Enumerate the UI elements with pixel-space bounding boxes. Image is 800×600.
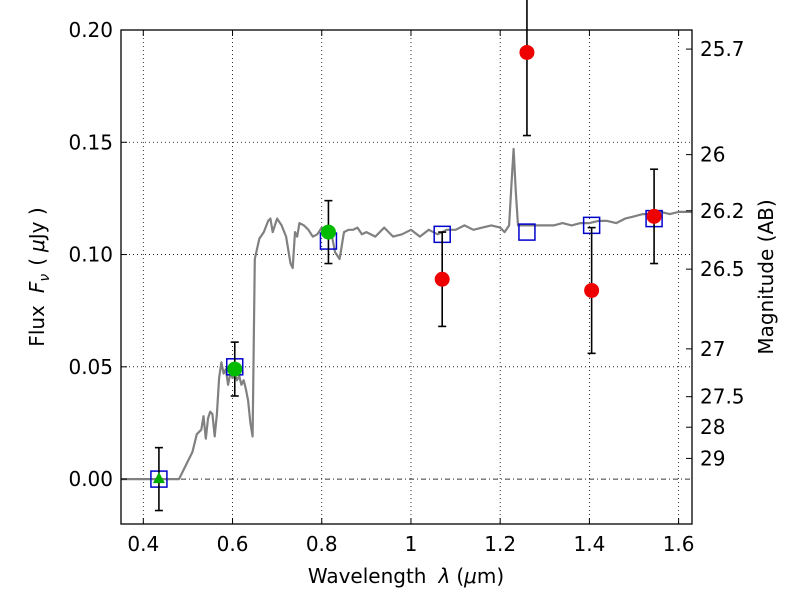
x-axis-ticks: 0.4 0.6 0.8 1 1.2 1.4 1.6 bbox=[127, 30, 695, 556]
y2-tick-label: 26 bbox=[700, 143, 725, 167]
detections-green-point bbox=[227, 361, 243, 377]
y-tick-label: 0.00 bbox=[68, 467, 113, 491]
detections-red-point bbox=[646, 208, 662, 224]
y-tick-label: 0.05 bbox=[68, 355, 113, 379]
grid-lines bbox=[121, 29, 692, 524]
detections-red-point bbox=[519, 44, 535, 60]
detections-red-point bbox=[584, 282, 600, 298]
y-tick-label: 0.10 bbox=[68, 243, 113, 267]
x-axis-label: Wavelength λ (μm) bbox=[308, 564, 504, 588]
y2-tick-label: 28 bbox=[700, 415, 725, 439]
y2-tick-label: 26.2 bbox=[700, 199, 745, 223]
x-tick-label: 0.6 bbox=[217, 532, 249, 556]
model-spectrum-line bbox=[121, 147, 692, 481]
y2-tick-label: 26.5 bbox=[700, 257, 745, 281]
x-tick-label: 1 bbox=[405, 532, 418, 556]
x-tick-label: 1.4 bbox=[573, 532, 605, 556]
model-photometry-square bbox=[518, 223, 536, 241]
plot-frame bbox=[120, 29, 693, 525]
x-tick-label: 0.8 bbox=[306, 532, 338, 556]
y2-tick-label: 25.7 bbox=[700, 37, 745, 61]
detections-red-point bbox=[434, 271, 450, 287]
x-tick-label: 1.6 bbox=[663, 532, 695, 556]
detections-green-point bbox=[320, 224, 336, 240]
y-axis-label: FluxFν(μJy ) bbox=[25, 207, 53, 346]
y2-tick-label: 27 bbox=[700, 337, 725, 361]
y2-tick-label: 29 bbox=[700, 446, 725, 470]
y-tick-label: 0.20 bbox=[68, 18, 113, 42]
plot-area bbox=[121, 0, 692, 512]
y2-axis-label: Magnitude (AB) bbox=[754, 199, 778, 354]
y2-axis-ticks: 25.7 26 26.2 26.5 27 27.5 28 29 bbox=[686, 37, 745, 470]
y-axis-ticks: 0.00 0.05 0.10 0.15 0.20 bbox=[68, 18, 127, 491]
y-tick-label: 0.15 bbox=[68, 130, 113, 154]
detection-triangle bbox=[152, 472, 165, 484]
y2-tick-label: 27.5 bbox=[700, 385, 745, 409]
x-tick-label: 1.2 bbox=[484, 532, 516, 556]
x-tick-label: 0.4 bbox=[127, 532, 159, 556]
